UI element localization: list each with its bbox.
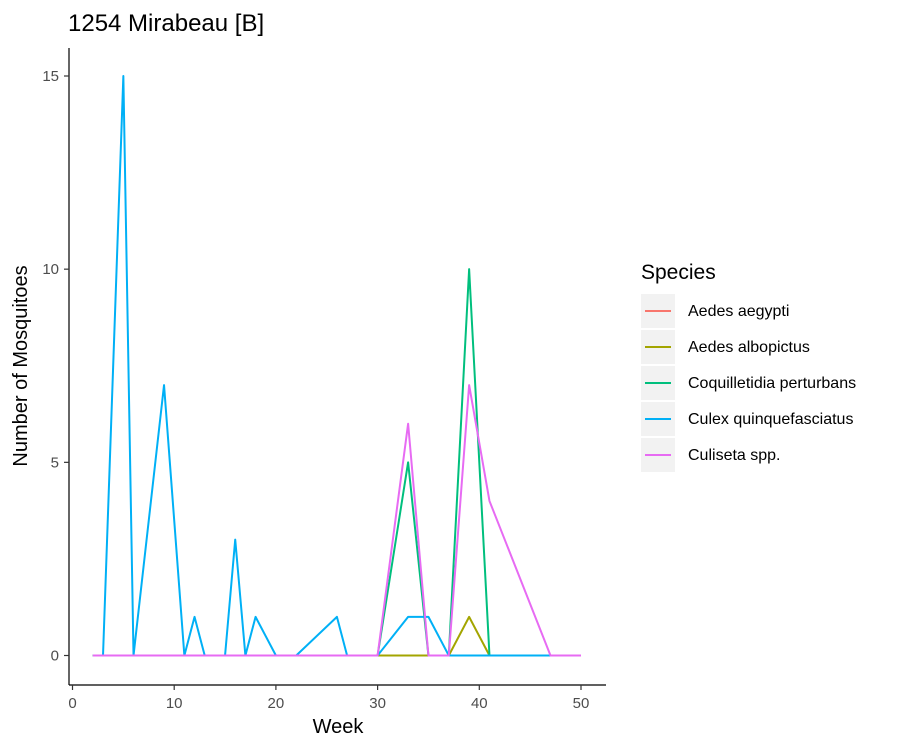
x-tick-label: 10 xyxy=(166,695,183,712)
x-tick-label: 0 xyxy=(68,695,76,712)
x-axis-label: Week xyxy=(313,716,365,738)
series-line-3 xyxy=(92,75,581,657)
x-tick-label: 40 xyxy=(471,695,488,712)
y-axis-label: Number of Mosquitoes xyxy=(10,265,32,466)
legend-title: Species xyxy=(641,261,716,284)
y-tick-label: 10 xyxy=(42,261,59,278)
x-axis-ticks: 0 10 20 30 40 50 xyxy=(68,685,589,712)
legend-label: Aedes aegypti xyxy=(688,303,789,320)
y-axis-ticks: 0 5 10 15 xyxy=(42,68,69,665)
y-tick-label: 0 xyxy=(51,648,59,665)
legend-item: Culiseta spp. xyxy=(641,438,781,472)
x-tick-label: 50 xyxy=(573,695,590,712)
series-line-1 xyxy=(92,615,581,657)
legend-label: Aedes albopictus xyxy=(688,339,810,356)
chart-title: 1254 Mirabeau [B] xyxy=(68,10,264,37)
y-tick-label: 5 xyxy=(51,454,59,471)
y-tick-label: 15 xyxy=(42,68,59,85)
legend-label: Coquilletidia perturbans xyxy=(688,375,856,392)
series-line-4 xyxy=(92,384,581,657)
legend-item: Coquilletidia perturbans xyxy=(641,366,856,400)
x-tick-label: 30 xyxy=(369,695,386,712)
series-line-2 xyxy=(92,268,581,657)
legend-label: Culiseta spp. xyxy=(688,447,781,464)
legend-label: Culex quinquefasciatus xyxy=(688,411,853,428)
legend-item: Aedes albopictus xyxy=(641,330,810,364)
legend-item: Aedes aegypti xyxy=(641,294,789,328)
x-tick-label: 20 xyxy=(268,695,285,712)
plot-area xyxy=(92,75,581,657)
legend-item: Culex quinquefasciatus xyxy=(641,402,853,436)
legend: Aedes aegypti Aedes albopictus Coquilletid… xyxy=(641,294,856,472)
